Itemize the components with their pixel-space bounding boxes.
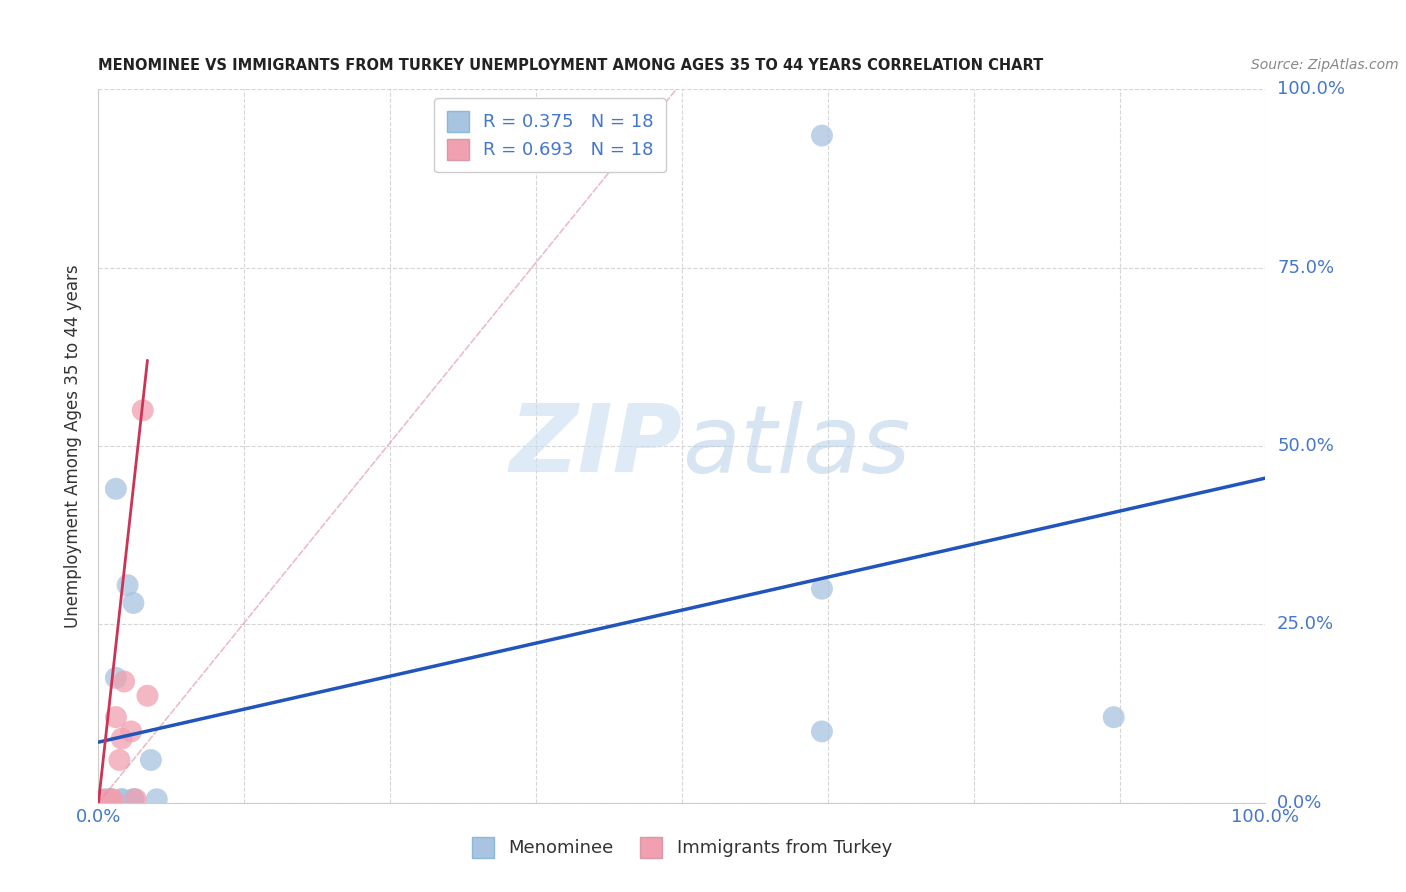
Point bbox=[93, 792, 115, 806]
Point bbox=[811, 724, 834, 739]
Y-axis label: Unemployment Among Ages 35 to 44 years: Unemployment Among Ages 35 to 44 years bbox=[65, 264, 83, 628]
Point bbox=[120, 724, 142, 739]
Point bbox=[98, 792, 121, 806]
Text: 0.0%: 0.0% bbox=[1277, 794, 1323, 812]
Point bbox=[132, 403, 155, 417]
Text: 75.0%: 75.0% bbox=[1277, 259, 1334, 277]
Point bbox=[1102, 710, 1125, 724]
Legend: Menominee, Immigrants from Turkey: Menominee, Immigrants from Turkey bbox=[465, 830, 898, 865]
Point bbox=[111, 792, 134, 806]
Point bbox=[122, 792, 145, 806]
Point bbox=[104, 710, 127, 724]
Point bbox=[146, 792, 169, 806]
Point bbox=[98, 792, 121, 806]
Point bbox=[101, 792, 124, 806]
Point bbox=[91, 794, 114, 808]
Text: 50.0%: 50.0% bbox=[1277, 437, 1334, 455]
Point bbox=[811, 128, 834, 143]
Text: ZIP: ZIP bbox=[509, 400, 682, 492]
Point bbox=[97, 794, 120, 808]
Point bbox=[139, 753, 162, 767]
Point bbox=[811, 582, 834, 596]
Point bbox=[112, 674, 135, 689]
Point bbox=[93, 793, 115, 807]
Point bbox=[111, 792, 134, 806]
Text: MENOMINEE VS IMMIGRANTS FROM TURKEY UNEMPLOYMENT AMONG AGES 35 TO 44 YEARS CORRE: MENOMINEE VS IMMIGRANTS FROM TURKEY UNEM… bbox=[98, 58, 1043, 73]
Text: Source: ZipAtlas.com: Source: ZipAtlas.com bbox=[1251, 58, 1399, 72]
Point bbox=[122, 792, 145, 806]
Point bbox=[98, 794, 121, 808]
Point bbox=[104, 671, 127, 685]
Point bbox=[101, 794, 124, 808]
Point bbox=[97, 793, 120, 807]
Point bbox=[111, 731, 134, 746]
Text: 25.0%: 25.0% bbox=[1277, 615, 1334, 633]
Point bbox=[104, 482, 127, 496]
Point bbox=[122, 596, 145, 610]
Point bbox=[136, 689, 159, 703]
Text: atlas: atlas bbox=[682, 401, 910, 491]
Point bbox=[90, 793, 112, 807]
Point bbox=[117, 578, 139, 592]
Point bbox=[90, 794, 112, 808]
Point bbox=[90, 794, 112, 808]
Point bbox=[98, 792, 121, 806]
Point bbox=[108, 753, 131, 767]
Point bbox=[125, 792, 148, 806]
Text: 100.0%: 100.0% bbox=[1277, 80, 1346, 98]
